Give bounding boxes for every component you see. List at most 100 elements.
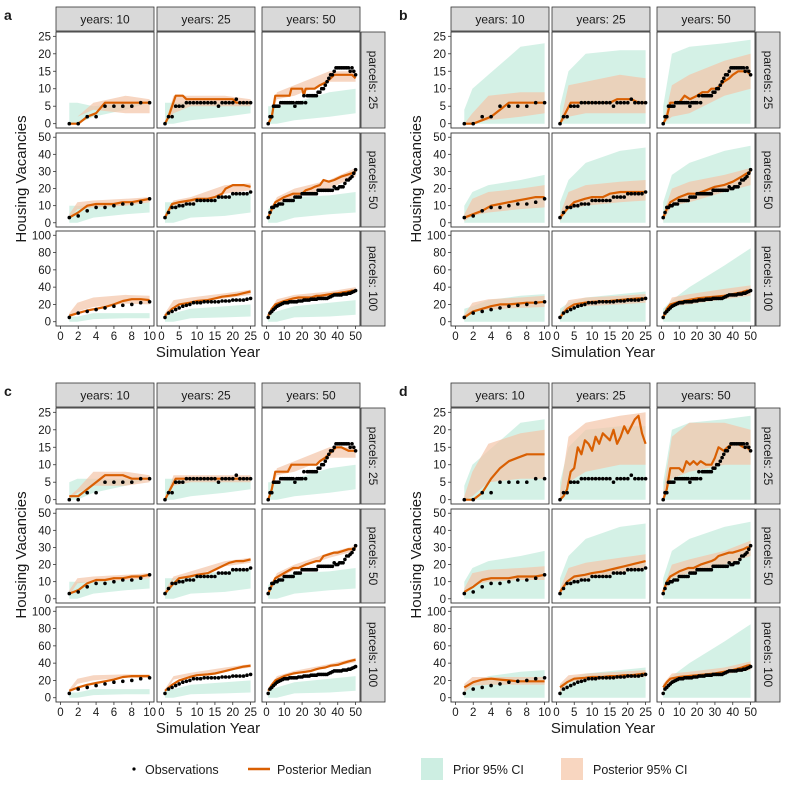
- observation-point: [709, 469, 714, 474]
- y-tick-label: 0: [440, 495, 446, 507]
- observation-point: [130, 578, 134, 582]
- observation-point: [525, 578, 529, 582]
- col-strip-label: years: 10: [475, 13, 525, 27]
- observation-point: [173, 581, 178, 586]
- panel-letter: d: [399, 383, 408, 399]
- x-tick-label: 4: [488, 331, 495, 343]
- col-strip: [450, 6, 550, 32]
- observation-point: [565, 205, 569, 210]
- observation-point: [572, 203, 576, 208]
- observation-point: [163, 121, 167, 126]
- observation-point: [238, 476, 242, 481]
- observation-point: [76, 687, 80, 691]
- x-tick-label: 20: [296, 707, 309, 719]
- panel-b: b years: 10 years: 25 years: 50 parcels: 25 p…: [399, 6, 781, 361]
- observation-point: [709, 93, 714, 98]
- posterior-ribbon: [69, 294, 150, 320]
- observation-point: [480, 309, 484, 314]
- facet-frame: [656, 230, 756, 327]
- observation-point: [173, 205, 178, 210]
- observation-point: [223, 299, 228, 303]
- observation-point: [170, 581, 174, 586]
- observation-point: [103, 480, 107, 484]
- observation-point: [213, 676, 217, 680]
- facet-r0c1: [156, 31, 256, 129]
- prior-ribbon: [165, 478, 251, 500]
- x-tick-label: 10: [586, 331, 599, 343]
- y-tick-label: 100: [32, 606, 51, 618]
- observation-point: [268, 586, 272, 591]
- col-strip-label: years: 25: [576, 389, 626, 403]
- observation-point: [748, 167, 753, 172]
- posterior-ribbon: [464, 92, 545, 124]
- y-tick-label: 80: [433, 624, 446, 636]
- observation-point: [138, 476, 143, 481]
- panels-layer: a years: 10 years: 25 years: 50 parcels: 25 p…: [4, 6, 781, 737]
- observation-point: [498, 306, 502, 310]
- observation-point: [181, 203, 185, 208]
- observation-point: [720, 79, 724, 84]
- observation-point: [697, 93, 701, 98]
- col-strip-label: years: 25: [181, 13, 231, 27]
- observation-point: [615, 571, 619, 575]
- observation-point: [173, 480, 178, 484]
- observation-point: [202, 574, 206, 579]
- x-tick-label: 20: [226, 331, 239, 343]
- col-strip-label: years: 50: [286, 13, 336, 27]
- observation-point: [223, 675, 228, 679]
- facet-r0c0: 0 5 10 15 20 25: [38, 407, 155, 507]
- observation-point: [597, 198, 601, 203]
- col-strip: [656, 6, 756, 32]
- y-tick-label: 10: [38, 201, 51, 213]
- observation-point: [661, 121, 665, 126]
- observation-point: [618, 100, 623, 105]
- observation-point: [163, 315, 167, 320]
- observation-point: [738, 181, 742, 186]
- observation-point: [220, 675, 224, 679]
- observation-point: [565, 490, 569, 495]
- observation-point: [462, 215, 467, 220]
- facet-frame: [261, 508, 361, 604]
- observation-point: [697, 469, 701, 474]
- observation-point: [661, 497, 665, 502]
- row-strip: [360, 407, 386, 505]
- observation-point: [643, 190, 648, 194]
- observation-point: [743, 69, 747, 74]
- median-line: [164, 664, 251, 692]
- facet-frame: [450, 31, 550, 129]
- x-tick-label: 10: [673, 331, 686, 343]
- y-tick-label: 10: [38, 84, 51, 96]
- observation-point: [234, 567, 239, 572]
- y-tick-label: 100: [427, 606, 446, 618]
- observation-point: [191, 100, 196, 105]
- observation-point: [268, 210, 272, 215]
- observation-point: [121, 679, 125, 684]
- observation-point: [748, 73, 753, 77]
- observation-point: [713, 466, 717, 470]
- observation-point: [542, 300, 547, 304]
- observation-point: [170, 309, 174, 314]
- facet-frame: [656, 508, 756, 604]
- x-tick-label: 15: [209, 331, 222, 343]
- observation-point: [640, 567, 644, 572]
- observation-point: [593, 676, 598, 681]
- observation-point: [266, 121, 271, 126]
- y-tick-label: 0: [440, 594, 446, 606]
- y-tick-label: 40: [433, 658, 446, 670]
- observation-point: [579, 100, 584, 105]
- observation-point: [633, 476, 637, 481]
- facet-frame: [156, 230, 256, 327]
- facet-frame: [450, 508, 550, 604]
- observation-point: [138, 100, 143, 105]
- facet-r2c1: 0 5 10 15 20 25: [551, 606, 652, 719]
- observation-point: [579, 679, 584, 684]
- observation-point: [223, 571, 228, 575]
- x-tick-label: 5: [176, 707, 182, 719]
- observation-point: [525, 678, 529, 683]
- facet-frame: [551, 407, 651, 505]
- observation-point: [725, 564, 730, 569]
- y-tick-label: 80: [433, 248, 446, 260]
- x-tick-label: 10: [586, 707, 599, 719]
- x-tick-label: 10: [143, 331, 156, 343]
- y-tick-label: 100: [32, 230, 51, 242]
